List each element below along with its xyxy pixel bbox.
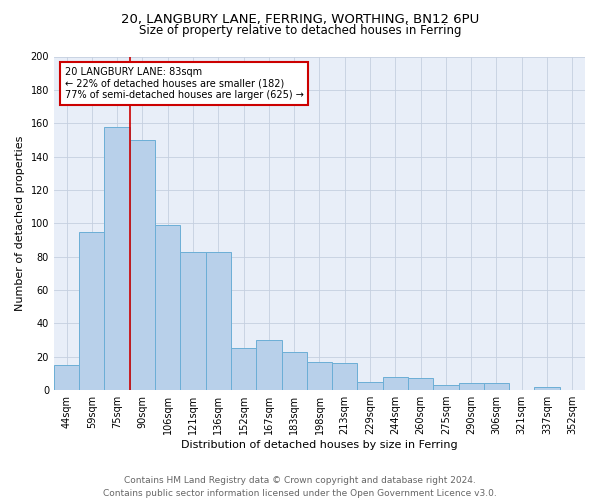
Bar bbox=[408, 378, 433, 390]
Bar bbox=[79, 232, 104, 390]
Bar bbox=[231, 348, 256, 390]
Bar bbox=[433, 385, 458, 390]
Bar bbox=[332, 364, 358, 390]
Bar bbox=[358, 382, 383, 390]
X-axis label: Distribution of detached houses by size in Ferring: Distribution of detached houses by size … bbox=[181, 440, 458, 450]
Bar bbox=[130, 140, 155, 390]
Bar bbox=[256, 340, 281, 390]
Bar bbox=[383, 376, 408, 390]
Bar bbox=[181, 252, 206, 390]
Bar bbox=[281, 352, 307, 390]
Text: 20 LANGBURY LANE: 83sqm
← 22% of detached houses are smaller (182)
77% of semi-d: 20 LANGBURY LANE: 83sqm ← 22% of detache… bbox=[65, 66, 304, 100]
Bar bbox=[484, 384, 509, 390]
Text: Size of property relative to detached houses in Ferring: Size of property relative to detached ho… bbox=[139, 24, 461, 37]
Y-axis label: Number of detached properties: Number of detached properties bbox=[15, 136, 25, 311]
Bar bbox=[307, 362, 332, 390]
Bar bbox=[206, 252, 231, 390]
Bar bbox=[535, 386, 560, 390]
Bar bbox=[458, 384, 484, 390]
Bar bbox=[155, 225, 181, 390]
Text: 20, LANGBURY LANE, FERRING, WORTHING, BN12 6PU: 20, LANGBURY LANE, FERRING, WORTHING, BN… bbox=[121, 12, 479, 26]
Text: Contains HM Land Registry data © Crown copyright and database right 2024.
Contai: Contains HM Land Registry data © Crown c… bbox=[103, 476, 497, 498]
Bar bbox=[54, 365, 79, 390]
Bar bbox=[104, 126, 130, 390]
